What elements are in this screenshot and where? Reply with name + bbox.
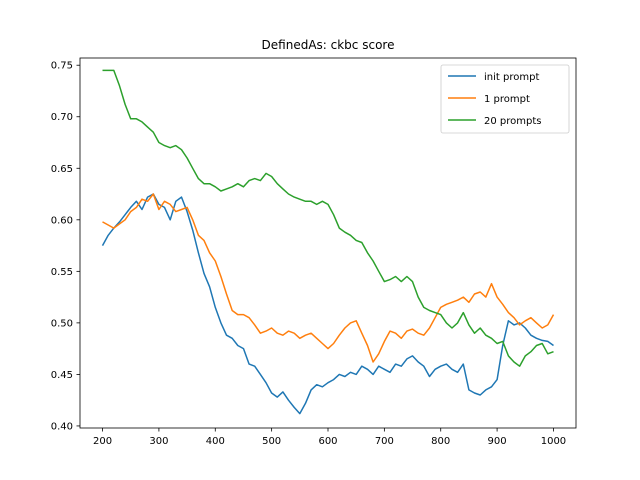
legend-label: init prompt [484, 72, 539, 83]
y-tick-label: 0.40 [51, 421, 73, 432]
y-tick-label: 0.55 [51, 267, 73, 278]
chart-title: DefinedAs: ckbc score [262, 38, 395, 52]
y-tick-label: 0.50 [51, 318, 73, 329]
y-tick-label: 0.70 [51, 112, 73, 123]
series-line-0 [101, 193, 554, 415]
y-tick-label: 0.75 [51, 61, 73, 72]
x-tick-label: 800 [431, 436, 450, 447]
x-axis: 200 300 400 500 600 700 800 900 1000 [93, 428, 566, 447]
y-tick-label: 0.45 [51, 370, 73, 381]
x-tick-label: 400 [206, 436, 225, 447]
x-tick-label: 500 [262, 436, 281, 447]
x-tick-label: 200 [93, 436, 112, 447]
legend-label: 1 prompt [484, 94, 530, 105]
x-tick-label: 900 [488, 436, 507, 447]
legend: init prompt 1 prompt 20 prompts [440, 64, 570, 134]
series-layer [101, 69, 555, 415]
x-tick-label: 600 [318, 436, 337, 447]
series-line-1 [102, 193, 555, 363]
x-tick-label: 1000 [541, 436, 566, 447]
y-axis: 0.40 0.45 0.50 0.55 0.60 0.65 0.70 0.75 [51, 61, 80, 432]
series-line-2 [102, 69, 554, 367]
x-tick-label: 300 [149, 436, 168, 447]
legend-box [440, 64, 570, 134]
x-tick-label: 700 [375, 436, 394, 447]
y-tick-label: 0.65 [51, 164, 73, 175]
legend-label: 20 prompts [484, 116, 541, 127]
y-tick-label: 0.60 [51, 215, 73, 226]
